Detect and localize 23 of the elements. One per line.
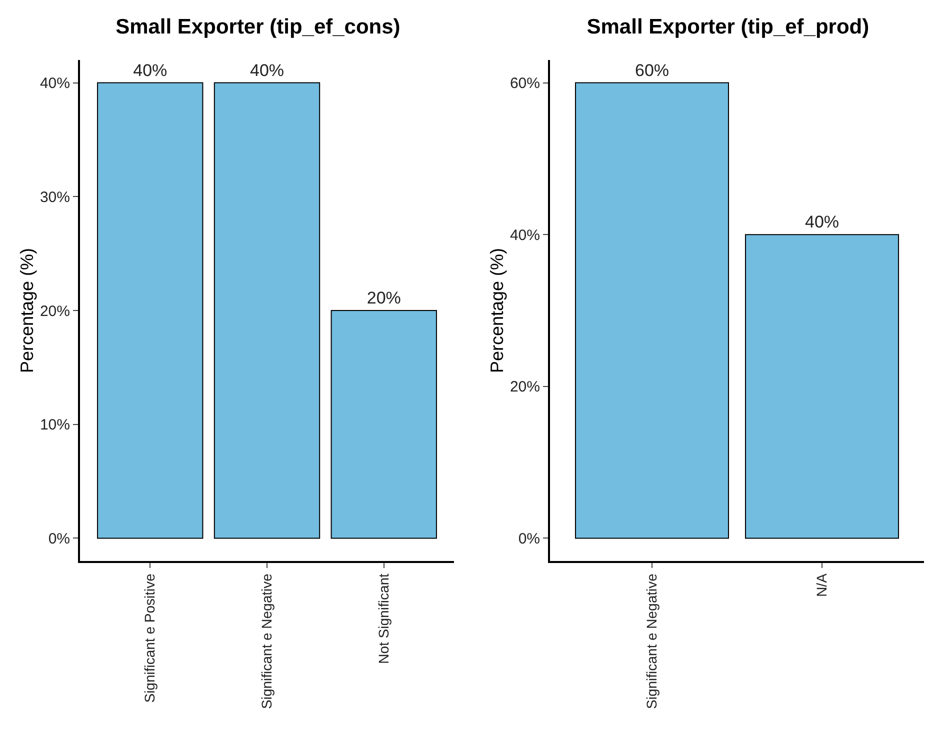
y-tick-label: 60% <box>510 75 540 92</box>
chart-title: Small Exporter (tip_ef_prod) <box>586 15 870 38</box>
x-tick-label: Significant e Negative <box>644 573 660 710</box>
y-axis-title: Percentage (%) <box>487 248 507 374</box>
y-tick-label: 40% <box>510 226 540 244</box>
chart-title: Small Exporter (tip_ef_cons) <box>116 15 400 38</box>
x-tick-label: Not Significant <box>375 574 392 664</box>
data-label: 40% <box>804 212 840 232</box>
data-label: 20% <box>366 288 401 308</box>
x-tick-label: Significant e Positive <box>142 573 158 703</box>
y-tick-label: 30% <box>40 188 70 206</box>
data-label: 60% <box>634 60 670 80</box>
y-tick-label: 20% <box>40 302 70 320</box>
y-tick-label: 0% <box>48 530 70 548</box>
y-tick-label: 10% <box>40 416 70 434</box>
y-axis-title: Percentage (%) <box>17 248 37 374</box>
x-tick-label: Significant e Negative <box>258 573 275 710</box>
y-tick-label: 20% <box>510 378 540 396</box>
y-tick-label: 40% <box>40 75 70 92</box>
data-label: 40% <box>250 60 284 80</box>
data-label: 40% <box>133 60 168 80</box>
x-tick-label: N/A <box>814 572 830 597</box>
y-tick-label: 0% <box>518 530 540 548</box>
